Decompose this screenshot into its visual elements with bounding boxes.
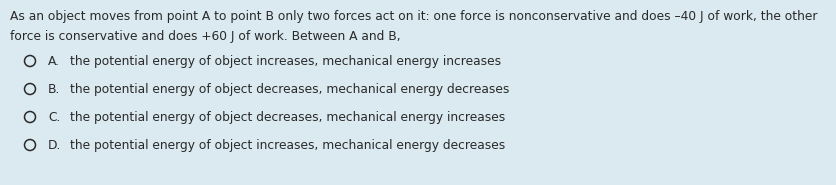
Text: force is conservative and does +60 J of work. Between A and B,: force is conservative and does +60 J of … [10, 30, 400, 43]
Text: B.: B. [48, 83, 60, 96]
Text: the potential energy of object increases, mechanical energy decreases: the potential energy of object increases… [70, 139, 505, 152]
Text: the potential energy of object increases, mechanical energy increases: the potential energy of object increases… [70, 55, 501, 68]
Text: As an object moves from point A to point B only two forces act on it: one force : As an object moves from point A to point… [10, 10, 818, 23]
Text: A.: A. [48, 55, 60, 68]
Text: the potential energy of object decreases, mechanical energy decreases: the potential energy of object decreases… [70, 83, 509, 96]
Text: D.: D. [48, 139, 61, 152]
Text: the potential energy of object decreases, mechanical energy increases: the potential energy of object decreases… [70, 111, 505, 124]
Text: C.: C. [48, 111, 60, 124]
